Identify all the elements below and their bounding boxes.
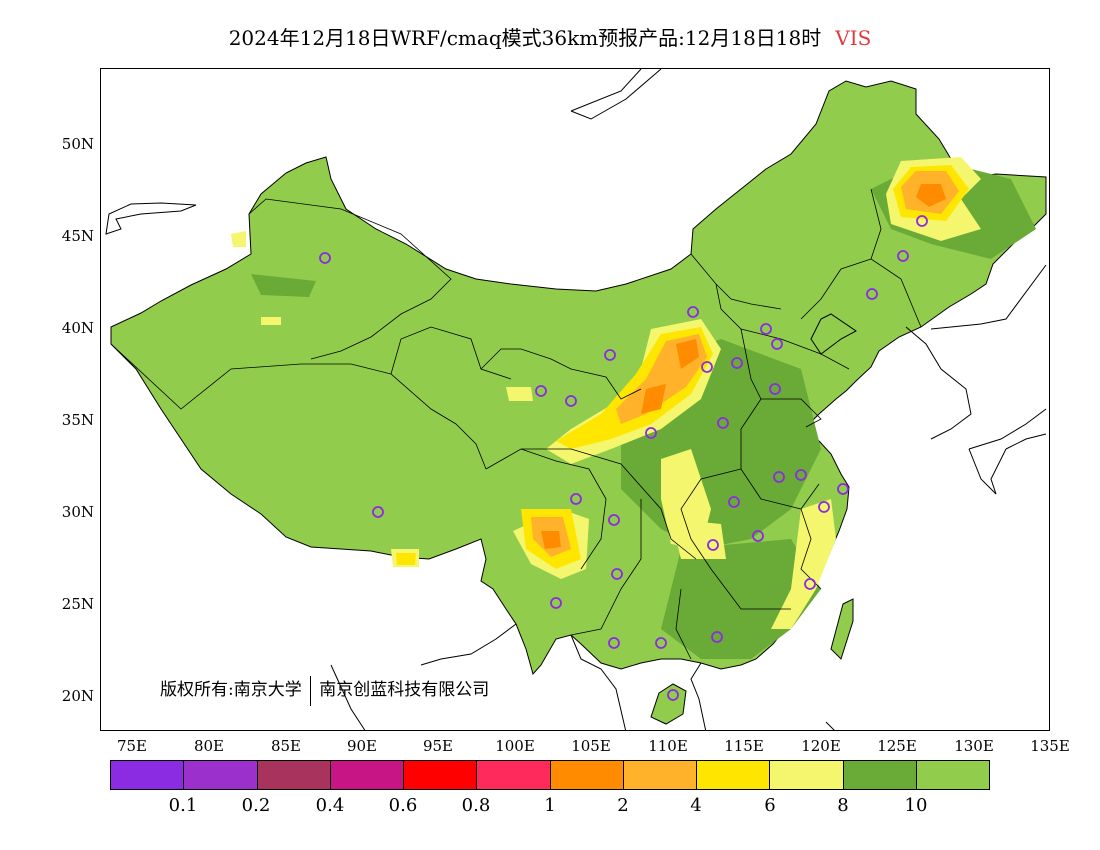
legend-label-7: 4 <box>690 795 702 816</box>
legend-label-5: 1 <box>544 795 556 816</box>
map-panel <box>100 68 1050 731</box>
legend-label-4: 0.8 <box>461 795 491 816</box>
legend-swatch-0 <box>111 761 185 789</box>
lat-label-20n: 20N <box>61 687 94 705</box>
color-bar <box>110 760 990 790</box>
legend-swatch-3 <box>330 761 404 789</box>
copyright-partner: 南京创蓝科技有限公司 <box>319 680 490 700</box>
neighbour-outlines <box>105 69 1047 730</box>
legend-label-10: 10 <box>904 795 928 816</box>
lat-label-35n: 35N <box>61 411 94 429</box>
title-text: 2024年12月18日WRF/cmaq模式36km预报产品:12月18日18时 <box>228 26 822 50</box>
map-title: 2024年12月18日WRF/cmaq模式36km预报产品:12月18日18时 V… <box>0 22 1100 52</box>
legend-label-1: 0.2 <box>241 795 271 816</box>
legend-swatch-2 <box>257 761 331 789</box>
zone-dark-orange <box>541 184 946 549</box>
legend-swatch-8 <box>697 761 771 789</box>
copyright-notice: 版权所有:南京大学 南京创蓝科技有限公司 <box>160 675 489 706</box>
lon-label-75e: 75E <box>116 737 148 755</box>
legend-label-2: 0.4 <box>315 795 345 816</box>
lon-label-125e: 125E <box>877 737 917 755</box>
legend-label-9: 8 <box>837 795 849 816</box>
legend-label-3: 0.6 <box>388 795 418 816</box>
lat-label-50n: 50N <box>61 135 94 153</box>
map-canvas <box>105 69 1047 730</box>
legend-swatch-7 <box>623 761 697 789</box>
legend-label-8: 6 <box>764 795 776 816</box>
legend-swatch-5 <box>477 761 551 789</box>
legend-label-0: 0.1 <box>168 795 198 816</box>
lat-label-25n: 25N <box>61 595 94 613</box>
lat-label-30n: 30N <box>61 503 94 521</box>
copyright-separator <box>309 675 312 706</box>
hainan-island <box>650 683 687 725</box>
lon-label-85e: 85E <box>270 737 302 755</box>
lon-label-90e: 90E <box>346 737 378 755</box>
station-markers <box>319 215 928 701</box>
legend-label-6: 2 <box>617 795 629 816</box>
lat-label-40n: 40N <box>61 319 94 337</box>
lon-label-110e: 110E <box>648 737 688 755</box>
lon-label-115e: 115E <box>724 737 764 755</box>
lat-label-45n: 45N <box>61 227 94 245</box>
copyright-owner: 版权所有:南京大学 <box>160 680 302 700</box>
lon-label-120e: 120E <box>801 737 841 755</box>
lon-label-100e: 100E <box>495 737 535 755</box>
legend-swatch-10 <box>843 761 917 789</box>
legend-swatch-1 <box>184 761 258 789</box>
lon-label-105e: 105E <box>571 737 611 755</box>
legend-swatch-11 <box>916 761 989 789</box>
lon-label-135e: 135E <box>1030 737 1070 755</box>
lon-label-130e: 130E <box>954 737 994 755</box>
legend-swatch-4 <box>404 761 478 789</box>
legend-swatch-9 <box>770 761 844 789</box>
taiwan-island <box>830 598 854 660</box>
lon-label-95e: 95E <box>422 737 454 755</box>
legend-swatch-6 <box>550 761 624 789</box>
variable-name: VIS <box>835 26 872 50</box>
lon-label-80e: 80E <box>193 737 225 755</box>
